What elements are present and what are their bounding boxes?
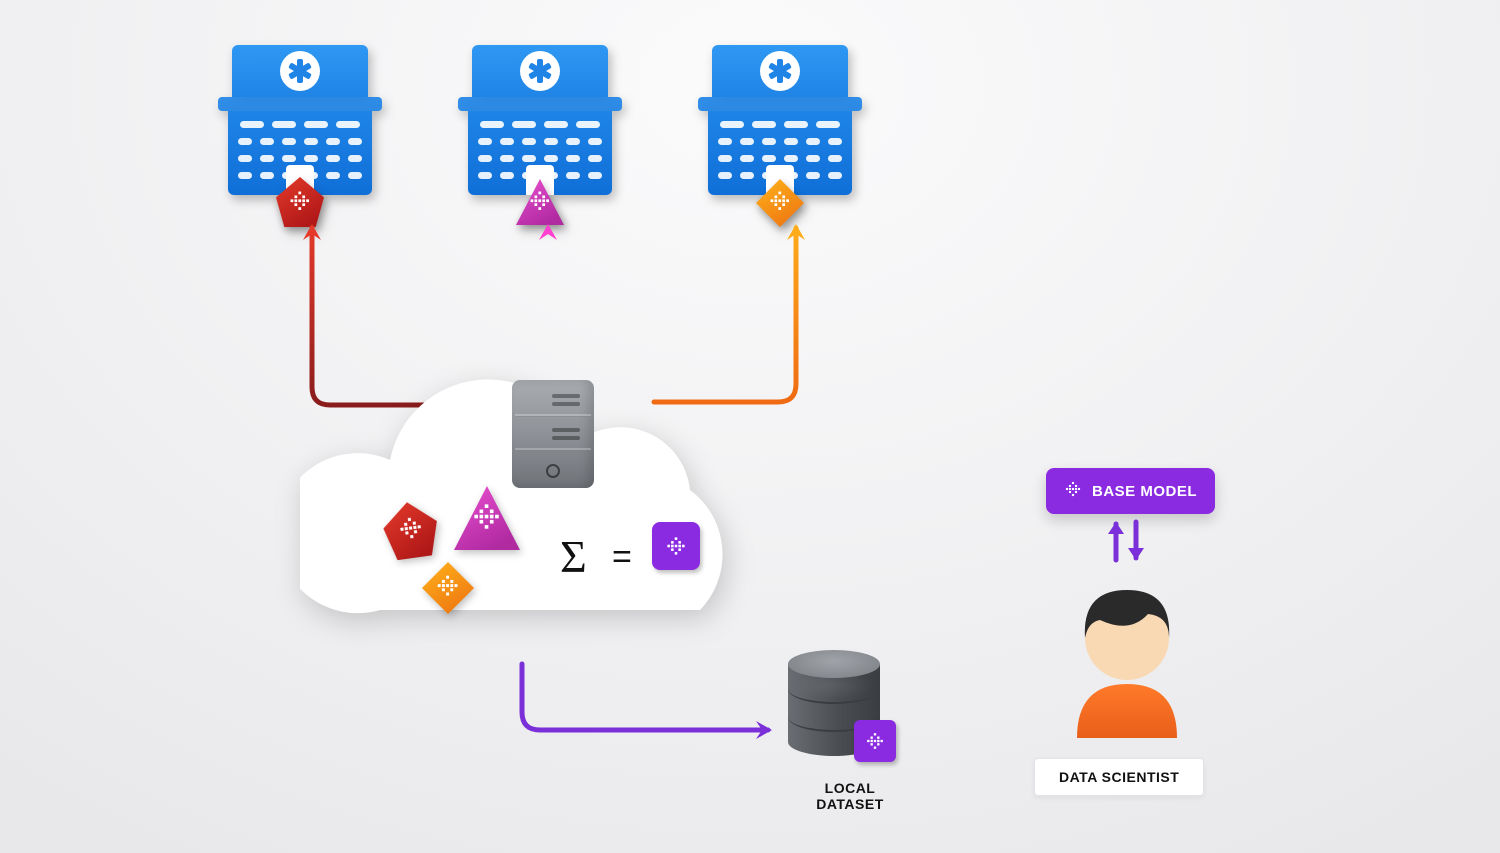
data-scientist-label: DATA SCIENTIST bbox=[1034, 758, 1204, 796]
sync-arrows-icon bbox=[1096, 512, 1156, 568]
aggregated-model-icon bbox=[652, 522, 700, 570]
sigma-symbol: Σ bbox=[560, 530, 587, 583]
dataset-model-icon bbox=[854, 720, 896, 762]
local-dataset-label: LOCAL DATASET bbox=[790, 780, 910, 812]
label-line: DATASET bbox=[790, 796, 910, 812]
model-icon bbox=[1064, 480, 1082, 502]
server-icon bbox=[512, 380, 594, 488]
label-line: LOCAL bbox=[790, 780, 910, 796]
cloud-diamond-badge bbox=[418, 558, 478, 618]
equals-symbol: = bbox=[612, 538, 632, 577]
base-model-label: BASE MODEL bbox=[1092, 483, 1197, 500]
base-model-badge: BASE MODEL bbox=[1046, 468, 1215, 514]
cloud-pentagon-badge bbox=[380, 500, 442, 562]
cloud-triangle-badge bbox=[450, 482, 524, 556]
person-icon bbox=[1052, 568, 1202, 738]
